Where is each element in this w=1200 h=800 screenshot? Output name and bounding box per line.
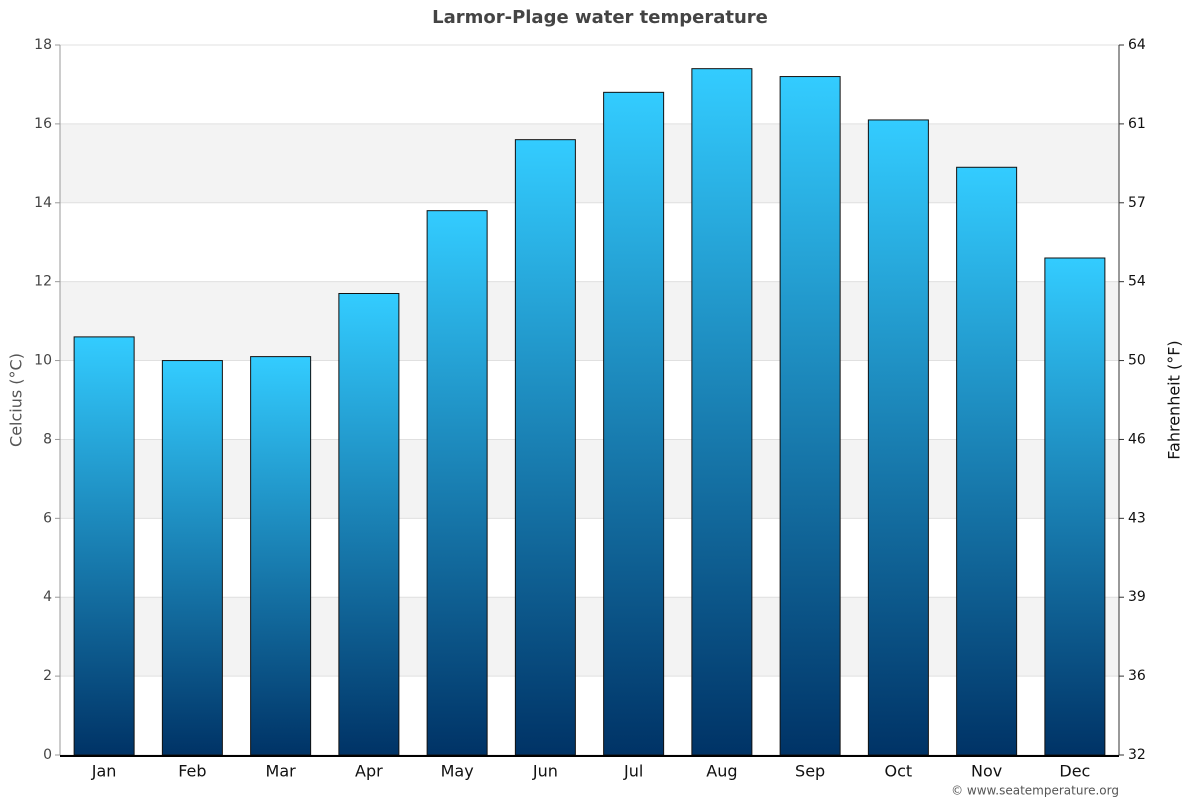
bar bbox=[514, 139, 576, 756]
x-tick-label: Apr bbox=[355, 762, 383, 781]
bar bbox=[867, 119, 929, 756]
y-tick-label: 18 bbox=[34, 37, 52, 53]
y2-tick-label: 39 bbox=[1128, 589, 1146, 605]
y2-tick-label: 43 bbox=[1128, 510, 1146, 526]
y2-tick-label: 46 bbox=[1128, 431, 1146, 447]
x-tick-label: Jan bbox=[91, 762, 117, 781]
bar bbox=[426, 210, 488, 756]
x-tick-label: Jun bbox=[532, 762, 558, 781]
bar bbox=[779, 76, 841, 756]
x-tick-label: Jul bbox=[623, 762, 643, 781]
grid-band bbox=[60, 281, 1119, 361]
bar bbox=[603, 91, 665, 756]
x-tick-label: Oct bbox=[885, 762, 913, 781]
x-tick-label: May bbox=[441, 762, 474, 781]
y-tick-label: 2 bbox=[43, 668, 52, 684]
chart-title: Larmor-Plage water temperature bbox=[432, 7, 768, 28]
bar bbox=[691, 68, 753, 756]
y-tick-label: 4 bbox=[43, 589, 52, 605]
y2-tick-label: 61 bbox=[1128, 116, 1146, 132]
y2-tick-label: 32 bbox=[1128, 747, 1146, 763]
y-tick-label: 12 bbox=[34, 274, 52, 290]
bar bbox=[1044, 257, 1106, 756]
y-axis-label: Celcius (°C) bbox=[7, 353, 26, 447]
bar bbox=[956, 166, 1018, 756]
y2-tick-label: 54 bbox=[1128, 274, 1146, 290]
y-tick-label: 6 bbox=[43, 510, 52, 526]
y-tick-label: 10 bbox=[34, 353, 52, 369]
y2-tick-label: 36 bbox=[1128, 668, 1146, 684]
y-tick-label: 16 bbox=[34, 116, 52, 132]
bar bbox=[161, 360, 223, 756]
y-tick-label: 0 bbox=[43, 747, 52, 763]
x-tick-label: Nov bbox=[971, 762, 1002, 781]
x-tick-label: Sep bbox=[795, 762, 825, 781]
x-tick-label: Feb bbox=[178, 762, 206, 781]
y2-axis-label: Fahrenheit (°F) bbox=[1165, 340, 1184, 459]
x-tick-label: Aug bbox=[706, 762, 737, 781]
y2-tick-label: 50 bbox=[1128, 353, 1146, 369]
y2-tick-label: 57 bbox=[1128, 195, 1146, 211]
bar bbox=[338, 293, 400, 756]
x-tick-label: Mar bbox=[266, 762, 297, 781]
source-credit: © www.seatemperature.org bbox=[951, 784, 1119, 798]
grid-band bbox=[60, 439, 1119, 519]
bar bbox=[250, 356, 312, 756]
y2-tick-label: 64 bbox=[1128, 37, 1146, 53]
y-tick-label: 8 bbox=[43, 431, 52, 447]
y-tick-label: 14 bbox=[34, 195, 52, 211]
bar bbox=[73, 336, 135, 756]
grid-band bbox=[60, 597, 1119, 677]
grid-band bbox=[60, 123, 1119, 203]
x-tick-label: Dec bbox=[1059, 762, 1090, 781]
